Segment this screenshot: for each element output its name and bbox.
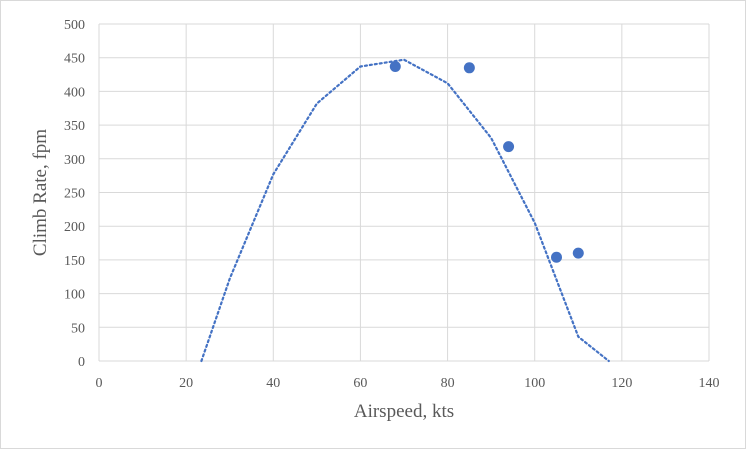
x-tick-label: 20 (179, 376, 193, 391)
grid-lines (98, 23, 710, 362)
data-point (551, 251, 562, 263)
data-point (389, 60, 401, 72)
trendline-curve (200, 58, 610, 363)
x-tick-label: 100 (524, 376, 545, 391)
x-tick-label: 40 (266, 376, 280, 391)
x-tick-label: 140 (699, 376, 720, 391)
y-tick-label: 50 (71, 321, 85, 336)
y-tick-label: 400 (64, 85, 85, 100)
x-tick-labels: 0 20 40 60 80 100 120 140 (96, 376, 720, 391)
y-tick-label: 250 (64, 187, 85, 202)
x-tick-label: 60 (353, 376, 367, 391)
data-points (389, 60, 584, 263)
x-tick-label: 80 (441, 376, 455, 391)
data-point (503, 141, 515, 153)
data-point (572, 247, 584, 259)
y-tick-label: 150 (64, 254, 85, 269)
y-axis-title: Climb Rate, fpm (30, 129, 51, 256)
y-tick-label: 200 (64, 220, 85, 235)
y-tick-labels: 0 50 100 150 200 250 300 350 400 450 500 (64, 18, 85, 370)
x-axis-title: Airspeed, kts (354, 401, 454, 422)
y-tick-label: 0 (78, 355, 85, 370)
x-tick-label: 120 (611, 376, 632, 391)
x-tick-label: 0 (96, 376, 103, 391)
y-tick-label: 450 (64, 52, 85, 67)
y-tick-label: 300 (64, 153, 85, 168)
trendline (200, 58, 610, 363)
y-tick-label: 100 (64, 288, 85, 303)
y-tick-label: 500 (64, 18, 85, 33)
data-point (463, 62, 475, 74)
y-tick-label: 350 (64, 119, 85, 134)
